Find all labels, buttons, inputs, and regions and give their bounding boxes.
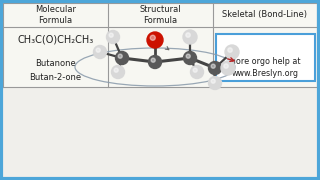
Circle shape <box>193 68 197 72</box>
Circle shape <box>111 66 124 78</box>
FancyBboxPatch shape <box>215 33 315 80</box>
Circle shape <box>209 76 221 89</box>
Circle shape <box>93 46 107 58</box>
Circle shape <box>186 54 190 58</box>
Text: CH₃C(O)CH₂CH₃: CH₃C(O)CH₂CH₃ <box>17 34 94 44</box>
Text: Butan-2-one: Butan-2-one <box>29 73 82 82</box>
Circle shape <box>211 64 215 68</box>
Text: More orgo help at: More orgo help at <box>229 57 301 66</box>
Text: www.Breslyn.org: www.Breslyn.org <box>231 69 299 78</box>
Text: Structural
Formula: Structural Formula <box>140 5 181 25</box>
Circle shape <box>221 61 235 75</box>
Text: Butanone: Butanone <box>35 60 76 69</box>
Circle shape <box>209 62 221 75</box>
Circle shape <box>148 55 162 69</box>
Text: Skeletal (Bond-Line): Skeletal (Bond-Line) <box>222 10 308 19</box>
Bar <box>3 87 317 177</box>
Circle shape <box>109 33 113 37</box>
Circle shape <box>107 30 119 44</box>
Circle shape <box>228 48 232 52</box>
Circle shape <box>151 58 155 62</box>
Circle shape <box>183 51 196 64</box>
Circle shape <box>225 45 239 59</box>
Circle shape <box>183 30 197 44</box>
Circle shape <box>190 66 204 78</box>
Circle shape <box>96 48 100 52</box>
Circle shape <box>114 68 118 72</box>
Text: Molecular
Formula: Molecular Formula <box>35 5 76 25</box>
Circle shape <box>211 79 215 83</box>
Circle shape <box>186 33 190 37</box>
Circle shape <box>118 54 122 58</box>
Circle shape <box>224 64 228 68</box>
Circle shape <box>150 35 155 40</box>
Bar <box>3 3 317 87</box>
Circle shape <box>147 32 163 48</box>
Circle shape <box>116 51 129 64</box>
